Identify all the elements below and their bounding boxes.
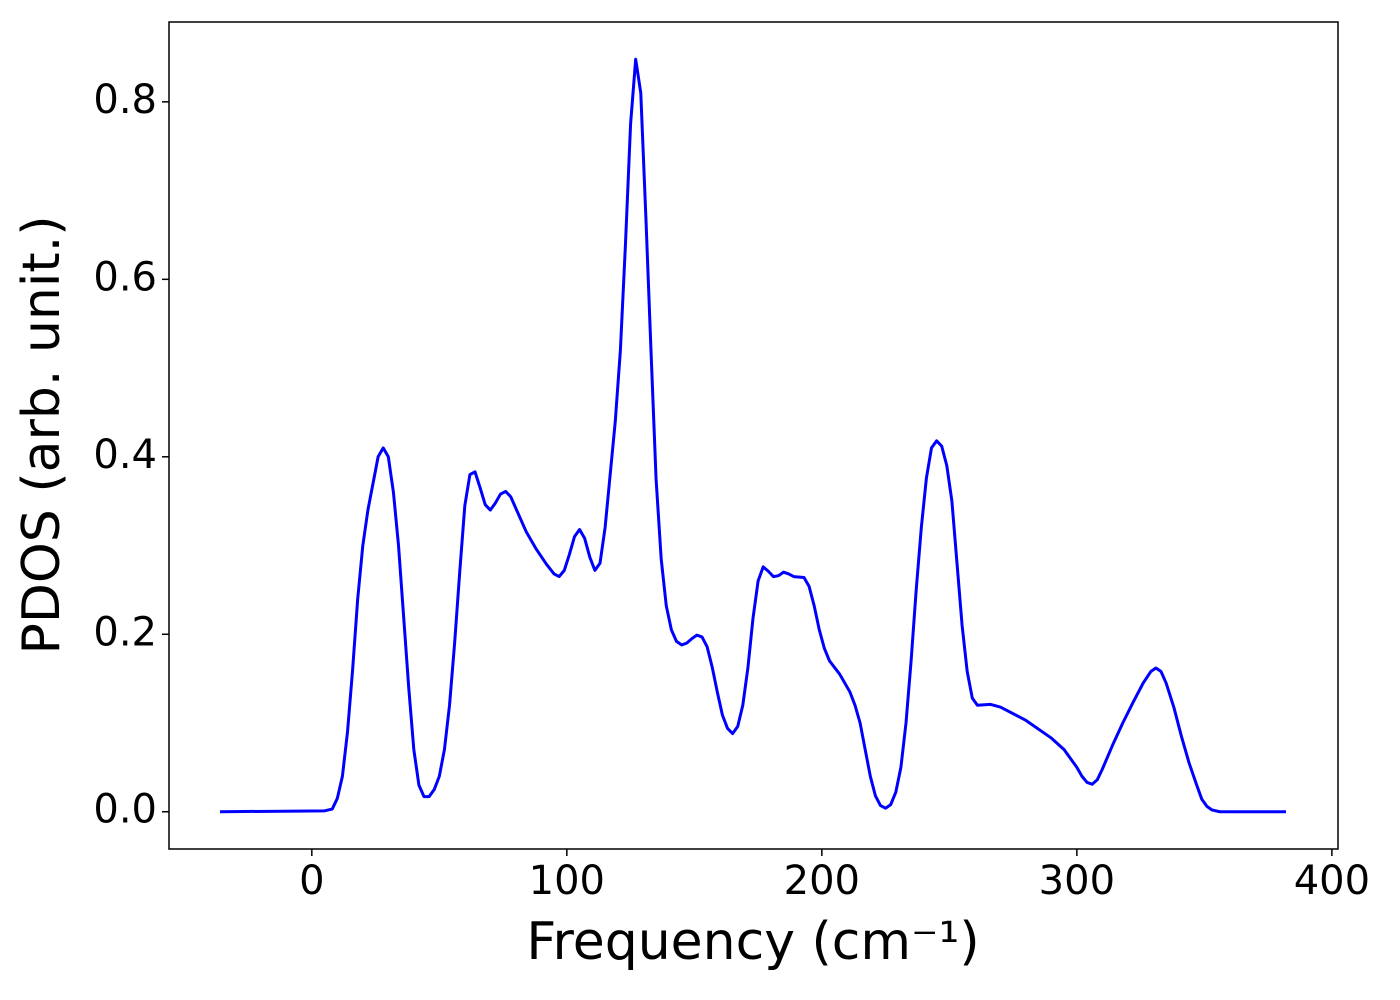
x-tick-label: 200 <box>784 858 860 904</box>
y-tick-label: 0.0 <box>93 787 157 833</box>
x-axis-label: Frequency (cm⁻¹) <box>526 912 979 972</box>
x-tick-label: 100 <box>529 858 605 904</box>
x-tick-label: 0 <box>299 858 324 904</box>
y-tick-label: 0.8 <box>93 77 157 123</box>
plot-frame <box>168 21 1339 850</box>
x-tick-label: 400 <box>1294 858 1370 904</box>
data-line <box>219 57 1286 814</box>
y-tick-label: 0.6 <box>93 254 157 300</box>
x-tick-label: 300 <box>1039 858 1115 904</box>
y-tick-label: 0.2 <box>93 609 157 655</box>
y-tick-label: 0.4 <box>93 432 157 478</box>
y-axis-label: PDOS (arb. unit.) <box>12 215 72 654</box>
